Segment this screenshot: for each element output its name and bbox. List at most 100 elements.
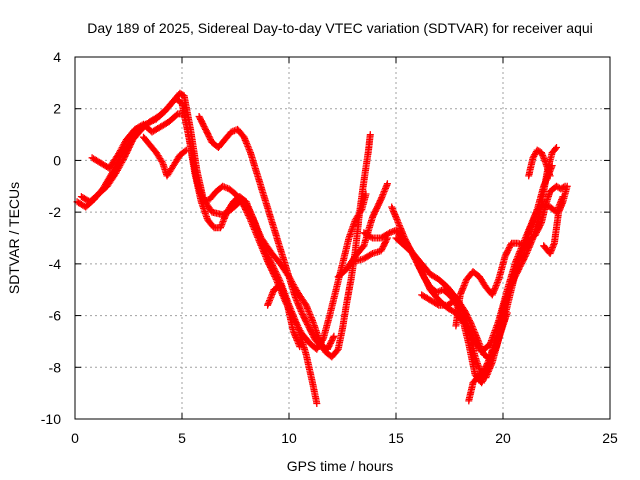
y-tick-label: -2 <box>49 204 62 220</box>
data-point-marker <box>423 280 431 288</box>
data-point-marker <box>266 262 274 270</box>
data-point-marker <box>242 205 249 213</box>
data-point-marker <box>493 279 501 286</box>
data-point-marker <box>515 249 523 257</box>
data-point-marker <box>563 182 571 190</box>
data-point-marker <box>383 180 391 188</box>
data-point-marker <box>373 204 381 212</box>
data-series <box>73 89 571 407</box>
data-point-marker <box>329 334 337 342</box>
data-point-marker <box>400 232 408 240</box>
data-point-marker <box>388 203 396 211</box>
x-tick-label: 0 <box>71 430 79 446</box>
data-point-marker <box>489 289 497 297</box>
data-point-marker <box>218 219 226 227</box>
data-point-marker <box>367 250 375 258</box>
data-point-marker <box>395 222 403 230</box>
data-point-marker <box>304 306 312 314</box>
data-point-marker <box>410 251 418 259</box>
data-point-marker <box>501 314 509 322</box>
data-point-marker <box>217 224 224 232</box>
data-point-marker <box>394 219 402 226</box>
data-point-marker <box>513 256 520 264</box>
data-point-marker <box>371 209 379 217</box>
data-point-marker <box>524 246 532 254</box>
data-point-marker <box>362 190 370 198</box>
data-point-marker <box>413 257 421 265</box>
data-point-marker <box>413 259 421 267</box>
y-axis-label: SDTVAR / TECUs <box>6 182 22 294</box>
y-tick-label: -8 <box>49 359 62 375</box>
data-point-marker <box>296 343 304 351</box>
data-point-marker <box>377 195 385 203</box>
data-track-16 <box>525 146 554 180</box>
data-point-marker <box>423 278 431 286</box>
data-point-marker <box>122 149 130 157</box>
data-point-marker <box>260 249 268 257</box>
data-point-marker <box>357 207 365 215</box>
data-point-marker <box>523 250 530 257</box>
data-point-marker <box>318 336 326 344</box>
data-point-marker <box>399 229 407 237</box>
data-point-marker <box>371 207 379 215</box>
data-point-marker <box>243 139 251 147</box>
data-point-marker <box>119 155 127 163</box>
data-track-8 <box>351 234 391 265</box>
data-point-marker <box>376 198 384 206</box>
data-point-marker <box>416 265 424 273</box>
data-point-marker <box>227 128 235 136</box>
data-point-marker <box>268 266 276 274</box>
data-point-marker <box>269 269 277 277</box>
data-point-marker <box>264 257 272 265</box>
data-point-marker <box>313 400 321 407</box>
data-point-marker <box>264 259 272 267</box>
data-point-marker <box>415 262 423 270</box>
data-point-marker <box>384 230 392 238</box>
data-point-marker <box>487 361 495 369</box>
data-point-marker <box>125 145 132 153</box>
data-point-marker <box>301 300 309 308</box>
data-point-marker <box>247 218 255 225</box>
x-tick-label: 5 <box>178 430 186 446</box>
data-point-marker <box>372 206 380 214</box>
data-point-marker <box>411 253 418 260</box>
data-point-marker <box>269 289 277 297</box>
data-point-marker <box>258 245 266 252</box>
data-point-marker <box>390 208 398 216</box>
data-point-marker <box>121 152 129 160</box>
data-point-marker <box>525 243 533 251</box>
x-tick-label: 25 <box>602 430 618 446</box>
data-point-marker <box>422 277 430 285</box>
data-point-marker <box>425 283 433 291</box>
data-point-marker <box>391 211 399 219</box>
data-point-marker <box>484 367 492 375</box>
data-point-marker <box>333 347 341 354</box>
data-point-marker <box>257 241 265 249</box>
data-point-marker <box>123 148 131 156</box>
data-point-marker <box>120 154 128 162</box>
data-point-marker <box>416 263 423 271</box>
data-point-marker <box>411 254 419 262</box>
data-track-13 <box>452 193 567 330</box>
data-point-marker <box>248 219 256 227</box>
data-point-marker <box>269 268 277 276</box>
data-point-marker <box>369 213 376 221</box>
x-tick-label: 15 <box>388 430 404 446</box>
data-point-marker <box>366 131 374 139</box>
data-point-marker <box>273 277 281 285</box>
data-point-marker <box>522 251 530 259</box>
data-point-marker <box>252 229 260 237</box>
data-point-marker <box>127 139 135 147</box>
data-point-marker <box>241 136 249 144</box>
data-point-marker <box>546 172 554 180</box>
data-point-marker <box>250 225 258 233</box>
data-track-15 <box>540 182 571 257</box>
data-point-marker <box>379 191 387 199</box>
data-point-marker <box>122 151 130 159</box>
data-point-marker <box>293 298 301 306</box>
data-point-marker <box>242 207 250 215</box>
data-point-marker <box>370 210 378 218</box>
data-point-marker <box>220 183 228 191</box>
axis-ticks: 0 5 10 15 20 25 -10 -8 -6 -4 -2 0 2 4 <box>41 49 618 446</box>
